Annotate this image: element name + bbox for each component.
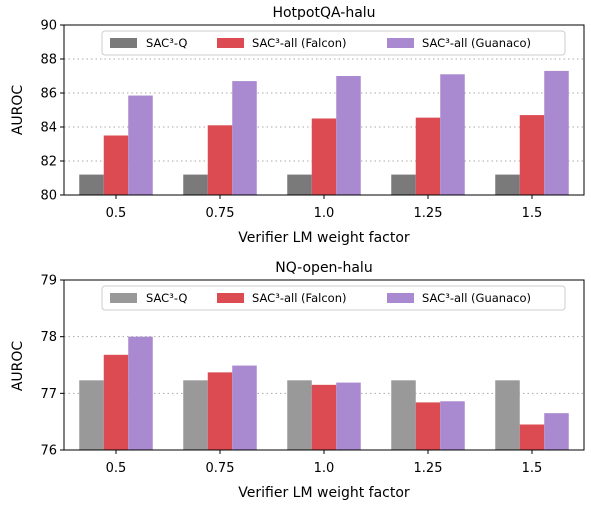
bar: [391, 174, 416, 195]
y-tick-label: 77: [40, 387, 57, 402]
bar: [183, 174, 208, 195]
bar: [544, 70, 569, 195]
bar: [79, 380, 104, 450]
x-tick-label: 1.0: [314, 206, 335, 221]
chart-nq-open: NQ-open-halu AUROC Verifier LM weight fa…: [10, 260, 585, 501]
bar: [415, 117, 441, 195]
bar: [207, 372, 233, 450]
y-tick-label: 76: [40, 444, 57, 459]
legend-label: SAC³-Q: [146, 291, 187, 305]
y-axis-label: AUROC: [10, 85, 26, 136]
bar: [391, 380, 416, 450]
bar: [519, 115, 545, 195]
legend-label: SAC³-all (Falcon): [252, 36, 346, 50]
legend-label: SAC³-Q: [146, 36, 187, 50]
x-tick-label: 0.75: [206, 461, 235, 476]
y-tick-label: 84: [40, 121, 57, 136]
legend-swatch-sac3-q: [110, 38, 137, 48]
y-tick-label: 88: [40, 53, 57, 68]
bar: [311, 118, 337, 195]
legend: SAC³-Q SAC³-all (Falcon) SAC³-all (Guana…: [101, 285, 566, 311]
bar: [519, 424, 545, 450]
bar: [415, 402, 441, 450]
y-tick-label: 90: [40, 19, 57, 34]
x-axis-label: Verifier LM weight factor: [238, 230, 410, 246]
legend-box: [101, 30, 566, 56]
chart-title: HotpotQA-halu: [272, 5, 375, 21]
bar: [440, 74, 465, 195]
bar: [287, 380, 312, 450]
bar: [128, 95, 153, 195]
x-tick-label: 0.75: [206, 206, 235, 221]
y-tick-label: 86: [40, 87, 57, 102]
bar: [207, 125, 233, 195]
bar: [232, 365, 257, 450]
x-tick-label: 1.25: [414, 206, 443, 221]
bar: [79, 174, 104, 195]
y-tick-label: 79: [40, 274, 57, 289]
x-tick-label: 1.5: [522, 206, 543, 221]
bar: [495, 174, 520, 195]
bar: [311, 384, 337, 450]
bar: [128, 336, 153, 450]
y-tick-label: 82: [40, 155, 57, 170]
legend-swatch-guanaco: [387, 38, 414, 48]
y-axis-label: AUROC: [10, 341, 26, 392]
legend-swatch-falcon: [217, 293, 244, 303]
x-axis-label: Verifier LM weight factor: [238, 485, 410, 501]
x-tick-label: 1.25: [414, 461, 443, 476]
chart-title: NQ-open-halu: [275, 260, 372, 276]
x-tick-label: 0.5: [106, 206, 127, 221]
bar: [336, 382, 361, 450]
x-tick-label: 0.5: [106, 461, 127, 476]
bar: [103, 135, 129, 195]
y-tick-label: 78: [40, 330, 57, 345]
plot-frame: [63, 24, 585, 196]
bar: [440, 401, 465, 450]
bar: [544, 413, 569, 450]
legend-swatch-falcon: [217, 38, 244, 48]
legend-swatch-guanaco: [387, 293, 414, 303]
x-tick-label: 1.0: [314, 461, 335, 476]
bar: [495, 380, 520, 450]
x-tick-label: 1.5: [522, 461, 543, 476]
legend: SAC³-Q SAC³-all (Falcon) SAC³-all (Guana…: [101, 30, 566, 56]
legend-label: SAC³-all (Guanaco): [422, 36, 531, 50]
bar: [287, 174, 312, 195]
legend-label: SAC³-all (Guanaco): [422, 291, 531, 305]
legend-swatch-sac3-q: [110, 293, 137, 303]
bar: [336, 76, 361, 195]
legend-label: SAC³-all (Falcon): [252, 291, 346, 305]
legend-box: [101, 285, 566, 311]
bar: [232, 81, 257, 195]
chart-hotpotqa: HotpotQA-halu AUROC Verifier LM weight f…: [10, 5, 585, 246]
y-tick-label: 80: [40, 189, 57, 204]
bar: [103, 354, 129, 450]
plot-frame: [63, 279, 585, 451]
bar: [183, 380, 208, 450]
